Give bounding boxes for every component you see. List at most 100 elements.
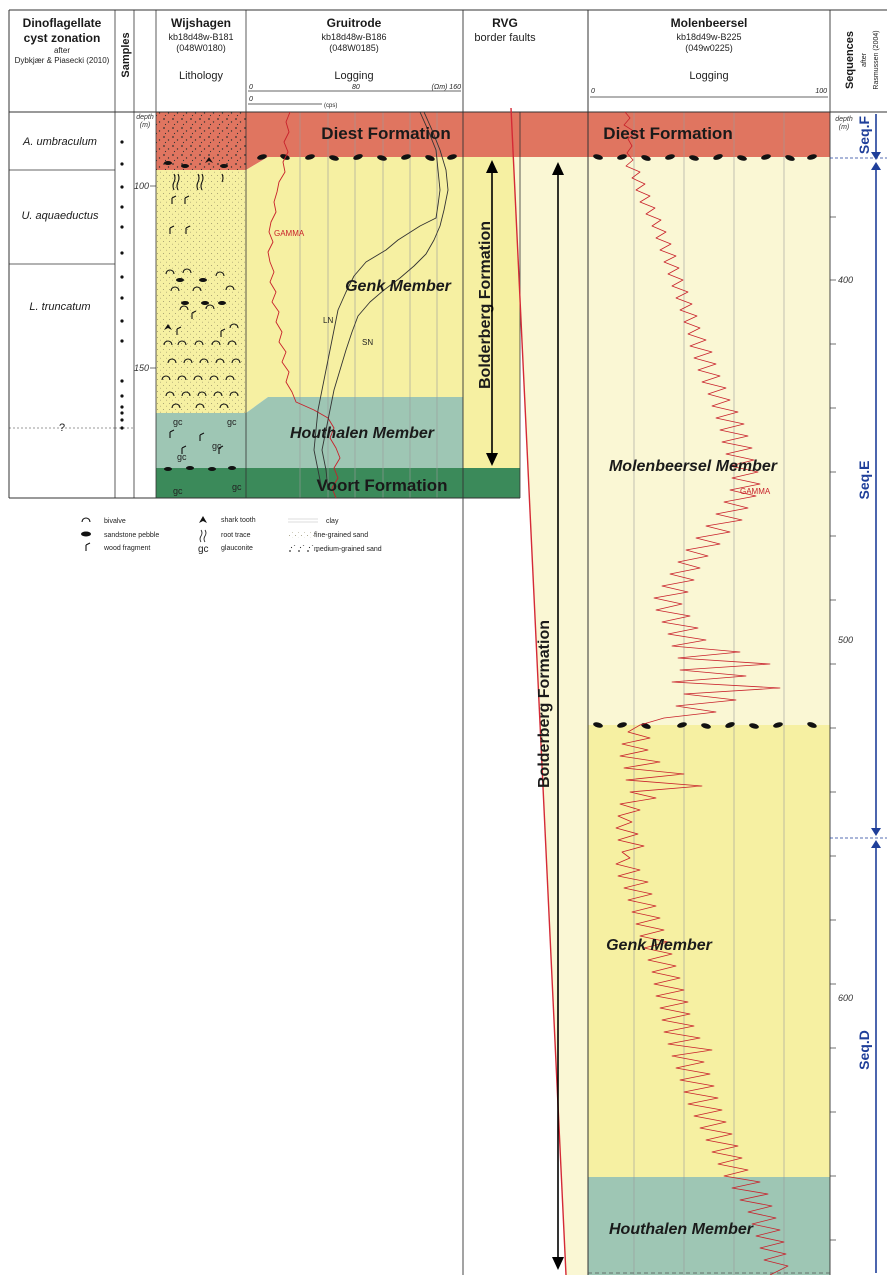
wijshagen-houthalen [156,413,246,468]
sequences-reference: Rasmussen (2004) [873,30,880,89]
dinoflagellate-reference: Dybkjær & Piasecki (2010) [15,56,110,65]
header: Dinoflagellate cyst zonation after Dybkj… [15,16,880,109]
label-seq-d: Seq.D [856,1030,872,1070]
lithology-symbols [161,173,241,454]
legend-shark-icon [199,516,207,523]
legend-medium-sand-label: medium-grained sand [314,546,382,553]
label-gamma-left: GAMMA [274,229,305,238]
legend: bivalve sandstone pebble wood fragment s… [81,516,382,555]
legend-bivalve-label: bivalve [104,518,126,525]
depth-label-left: depth [136,114,154,121]
depth-unit-right: (m) [839,124,850,131]
rvg-title: RVG [492,16,518,30]
dinoflagellate-title-1: Dinoflagellate [23,16,102,30]
gruitrode-gamma-scale-0: 0 [249,96,253,103]
samples-title: Samples [120,32,132,77]
label-bolderberg-right: Bolderberg Formation [536,620,553,788]
svg-text:gc: gc [227,417,237,427]
gruitrode-gamma-log [267,111,341,499]
label-houthalen-right: Houthalen Member [609,1221,754,1238]
label-diest-left: Diest Formation [321,124,450,143]
gruitrode-scale-160: (Ωm) 160 [432,84,462,91]
log-labels: GAMMA LN SN GAMMA [274,229,771,496]
dinoflagellate-title-2: cyst zonation [24,31,101,45]
molenbeersel-diest [520,112,830,157]
label-voort-left: Voort Formation [317,476,448,495]
legend-fine-sand-icon [288,532,318,538]
label-seq-e: Seq.E [856,461,872,500]
molenbeersel-title: Molenbeersel [671,16,748,30]
label-molenbeersel-member: Molenbeersel Member [609,458,778,475]
legend-fine-sand-label: fine-grained sand [314,532,368,539]
pebbles [164,157,236,471]
depth-tick-600: 600 [838,993,853,1003]
molenbeersel-member-fill [588,157,830,725]
depth-tick-150: 150 [134,363,149,373]
molenbeersel-borehole: kb18d49w-B225 [676,32,741,42]
sequence-labels: Seq.F Seq.E Seq.D [856,115,872,1069]
glauconite-marks: gc gc gc gc gc gc [173,417,242,496]
svg-text:gc: gc [177,452,187,462]
log-scales [248,90,828,105]
gruitrode-sn-log [321,111,449,491]
legend-root-label: root trace [221,532,251,539]
svg-text:gc: gc [232,482,242,492]
legend-glauconite-icon: gc [198,544,209,555]
rvg-fault-line [510,107,567,1275]
molenbeersel-scale-100: 100 [815,88,827,95]
svg-text:gc: gc [173,417,183,427]
dinoflagellate-after: after [54,46,70,55]
label-genk-right: Genk Member [606,937,713,954]
gruitrode-scale-80: 80 [352,84,360,91]
gruitrode-gamma-unit: (cps) [324,103,337,109]
zone-u-aquaeductus: U. aquaeductus [21,210,99,222]
gruitrode-subtitle: Logging [334,70,373,82]
depth-tick-400: 400 [838,275,853,285]
molenbeersel-code: (049w0225) [685,43,733,53]
gruitrode-ln-log [313,111,441,491]
molenbeersel-scale-0: 0 [591,88,595,95]
zone-l-truncatum: L. truncatum [29,301,90,313]
rvg-subtitle: border faults [474,32,536,44]
depth-unit-left: (m) [140,122,151,129]
zones: A. umbraculum U. aquaeductus L. truncatu… [21,136,99,434]
right-units [513,112,830,1275]
legend-clay-icon [288,518,318,523]
unit-labels: Diest Formation Genk Member Houthalen Me… [290,124,778,1238]
log-grid [299,112,785,1275]
gruitrode-borehole: kb18d48w-B186 [321,32,386,42]
well-logs [267,111,789,1275]
legend-pebble-label: sandstone pebble [104,532,159,539]
legend-wood-label: wood fragment [103,545,150,552]
label-ln: LN [323,316,333,325]
wijshagen-subtitle: Lithology [179,70,224,82]
wijshagen-title: Wijshagen [171,16,231,30]
label-seq-f: Seq.F [856,115,872,154]
legend-pebble-icon [81,531,91,537]
legend-wood-icon [85,542,91,551]
molenbeersel-subtitle: Logging [689,70,728,82]
sample-dots [120,140,124,430]
zone-unknown: ? [59,422,65,434]
zone-a-umbraculum: A. umbraculum [22,136,97,148]
depth-label-right: depth [835,116,853,123]
label-sn: SN [362,338,373,347]
label-diest-right: Diest Formation [603,124,732,143]
legend-medium-sand-icon [288,545,318,552]
frame [8,9,887,1275]
wijshagen-borehole: kb18d48w-B181 [168,32,233,42]
bolderberg-arrows [486,160,564,1270]
gruitrode-scale-0: 0 [249,84,253,91]
legend-shark-label: shark tooth [221,517,256,524]
gruitrode-code: (048W0185) [329,43,379,53]
svg-text:gc: gc [212,441,222,451]
label-houthalen-left: Houthalen Member [290,425,435,442]
legend-glauconite-label: glauconite [221,545,253,552]
sequences-title: Sequences [844,31,856,89]
rvg-wedge [513,157,588,1275]
label-bolderberg-left: Bolderberg Formation [477,221,494,389]
sequence-markers [830,114,887,1273]
depth-tick-100: 100 [134,181,149,191]
unconformity-pebbles [257,154,817,729]
